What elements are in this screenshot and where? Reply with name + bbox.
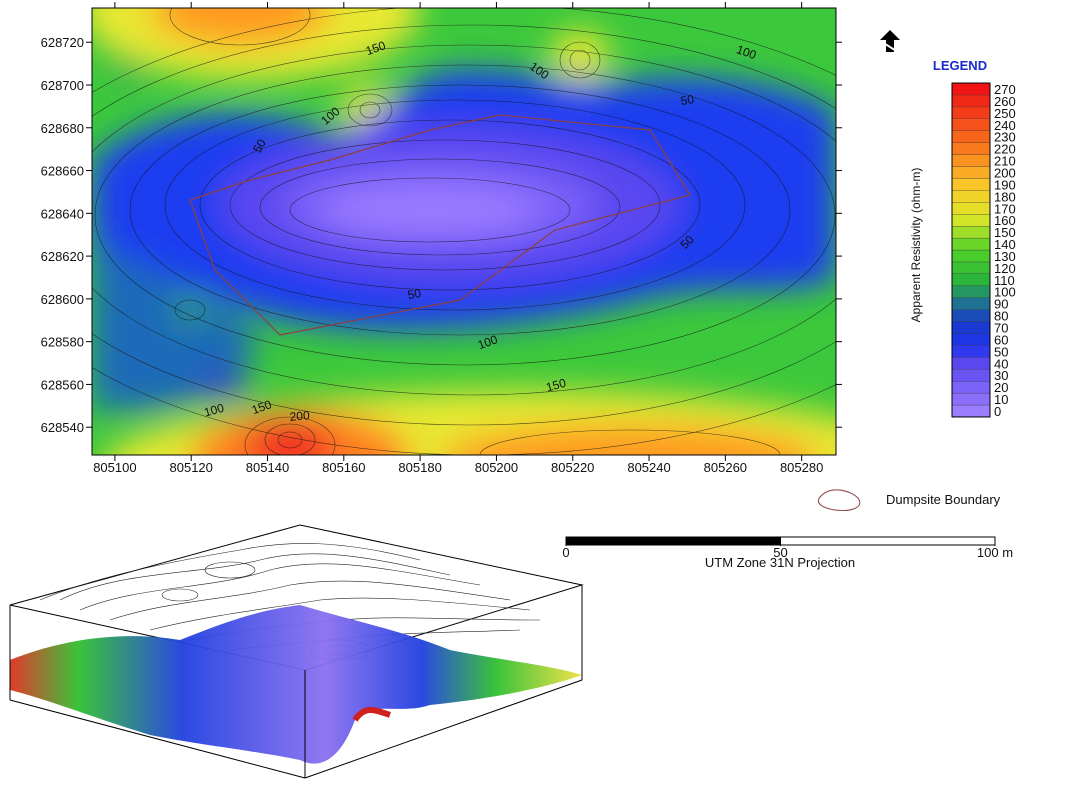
y-tick-label: 628720 bbox=[41, 35, 84, 50]
contour-label: 50 bbox=[407, 286, 423, 302]
y-tick-label: 628620 bbox=[41, 249, 84, 264]
color-band bbox=[952, 238, 990, 250]
scale-tick-label: 100 m bbox=[977, 545, 1013, 560]
boundary-label: Dumpsite Boundary bbox=[886, 492, 1001, 507]
x-tick-label: 805280 bbox=[780, 460, 823, 475]
color-band bbox=[952, 119, 990, 131]
scale-segment bbox=[781, 537, 996, 545]
x-tick-label: 805100 bbox=[93, 460, 136, 475]
y-tick-label: 628560 bbox=[41, 377, 84, 392]
x-tick-label: 805220 bbox=[551, 460, 594, 475]
contour-label: 50 bbox=[680, 92, 696, 108]
color-band bbox=[952, 143, 990, 155]
color-band bbox=[952, 369, 990, 381]
color-band bbox=[952, 250, 990, 262]
color-band bbox=[952, 107, 990, 119]
color-band bbox=[952, 393, 990, 405]
x-tick-label: 805200 bbox=[475, 460, 518, 475]
color-band bbox=[952, 345, 990, 357]
legend-tick-label: 270 bbox=[994, 82, 1016, 97]
x-tick-label: 805180 bbox=[398, 460, 441, 475]
color-band bbox=[952, 298, 990, 310]
legend-label: Apparent Resistivity (ohm-m) bbox=[909, 168, 923, 323]
color-band bbox=[952, 155, 990, 167]
color-band bbox=[952, 262, 990, 274]
y-tick-label: 628680 bbox=[41, 121, 84, 136]
x-tick-label: 805120 bbox=[170, 460, 213, 475]
x-tick-label: 805140 bbox=[246, 460, 289, 475]
scale-segment bbox=[566, 537, 781, 545]
3d-block bbox=[10, 525, 582, 778]
color-band bbox=[952, 274, 990, 286]
color-band bbox=[952, 310, 990, 322]
x-tick-label: 805160 bbox=[322, 460, 365, 475]
color-band bbox=[952, 167, 990, 179]
color-band bbox=[952, 131, 990, 143]
y-tick-label: 628660 bbox=[41, 164, 84, 179]
color-band bbox=[952, 226, 990, 238]
color-band bbox=[952, 178, 990, 190]
color-band bbox=[952, 286, 990, 298]
y-tick-label: 628600 bbox=[41, 292, 84, 307]
y-tick-label: 628700 bbox=[41, 78, 84, 93]
projection-label: UTM Zone 31N Projection bbox=[705, 555, 855, 570]
color-band bbox=[952, 214, 990, 226]
color-band bbox=[952, 202, 990, 214]
color-band bbox=[952, 83, 990, 95]
legend: 0102030405060708090100110120130140150160… bbox=[952, 82, 1016, 419]
north-arrow bbox=[880, 30, 900, 52]
figure: 15010050100501005050100150100150200 8051… bbox=[0, 0, 1069, 788]
legend-title: LEGEND bbox=[933, 58, 987, 73]
color-band bbox=[952, 405, 990, 417]
x-tick-label: 805240 bbox=[627, 460, 670, 475]
x-tick-label: 805260 bbox=[704, 460, 747, 475]
color-band bbox=[952, 357, 990, 369]
scale-tick-label: 0 bbox=[562, 545, 569, 560]
color-band bbox=[952, 333, 990, 345]
y-tick-label: 628540 bbox=[41, 420, 84, 435]
contour-label: 200 bbox=[289, 408, 310, 424]
color-band bbox=[952, 322, 990, 334]
color-band bbox=[952, 381, 990, 393]
boundary-legend-symbol bbox=[818, 490, 859, 511]
color-band bbox=[952, 190, 990, 202]
color-band bbox=[952, 95, 990, 107]
y-tick-label: 628580 bbox=[41, 335, 84, 350]
y-tick-label: 628640 bbox=[41, 206, 84, 221]
